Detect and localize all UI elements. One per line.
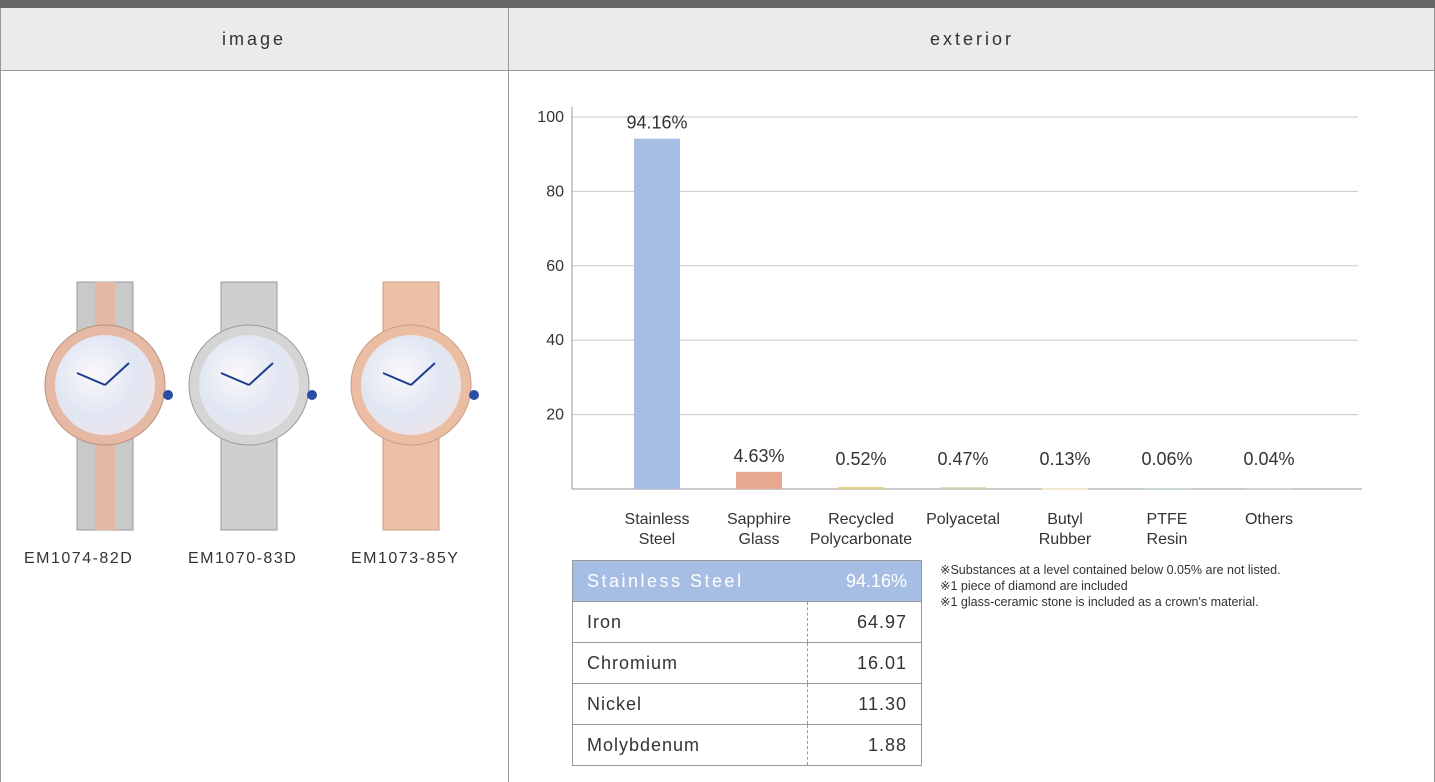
value-label: 0.52% bbox=[835, 449, 886, 469]
cell: Iron bbox=[573, 602, 808, 643]
cell: Nickel bbox=[573, 684, 808, 725]
table-header: Stainless Steel 94.16% bbox=[573, 561, 922, 602]
y-tick-label: 60 bbox=[546, 258, 564, 275]
cell: 64.97 bbox=[808, 602, 922, 643]
x-tick-label: Polyacetal bbox=[926, 511, 1000, 528]
value-label: 94.16% bbox=[626, 113, 687, 133]
y-tick-label: 20 bbox=[546, 407, 564, 424]
y-tick-label: 80 bbox=[546, 183, 564, 200]
bar bbox=[838, 487, 884, 489]
watches bbox=[45, 282, 479, 530]
value-label: 0.47% bbox=[937, 449, 988, 469]
value-label: 0.13% bbox=[1039, 449, 1090, 469]
cell: Chromium bbox=[573, 643, 808, 684]
x-tick-label: Others bbox=[1245, 511, 1293, 528]
model-name: EM1070-83D bbox=[188, 550, 297, 568]
bar bbox=[634, 139, 680, 489]
cell: Stainless Steel bbox=[573, 561, 808, 602]
bar bbox=[1246, 489, 1292, 490]
cell: Molybdenum bbox=[573, 725, 808, 766]
notes: ※Substances at a level contained below 0… bbox=[940, 562, 1281, 610]
bar bbox=[1144, 489, 1190, 490]
y-tick-label: 100 bbox=[537, 109, 564, 126]
y-tick-label: 40 bbox=[546, 332, 564, 349]
value-label: 0.04% bbox=[1243, 449, 1294, 469]
note: ※1 glass-ceramic stone is included as a … bbox=[940, 594, 1281, 610]
watch-image bbox=[189, 282, 317, 530]
note: ※Substances at a level contained below 0… bbox=[940, 562, 1281, 578]
bar bbox=[736, 472, 782, 489]
watch-image bbox=[351, 282, 479, 530]
note: ※1 piece of diamond are included bbox=[940, 578, 1281, 594]
value-label: 0.06% bbox=[1141, 449, 1192, 469]
bar bbox=[940, 487, 986, 489]
cell: 1.88 bbox=[808, 725, 922, 766]
watch-image bbox=[45, 282, 173, 530]
page: image exterior bbox=[0, 0, 1435, 782]
cell: 94.16% bbox=[808, 561, 922, 602]
model-name: EM1073-85Y bbox=[351, 550, 459, 568]
cell: 11.30 bbox=[808, 684, 922, 725]
value-label: 4.63% bbox=[733, 446, 784, 466]
cell: 16.01 bbox=[808, 643, 922, 684]
bar bbox=[1042, 489, 1088, 490]
model-name: EM1074-82D bbox=[24, 550, 133, 568]
